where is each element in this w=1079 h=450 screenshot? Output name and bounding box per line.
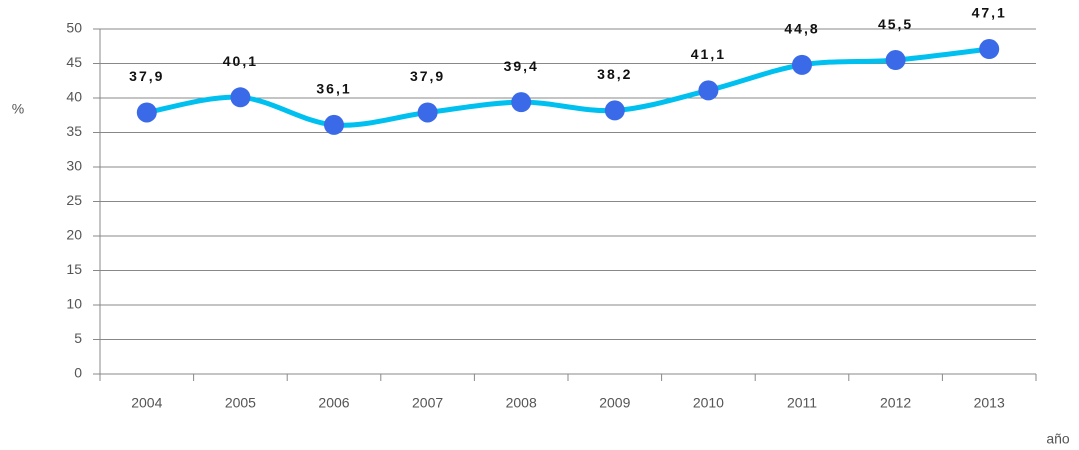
data-label: 38,2: [597, 66, 632, 82]
data-label: 44,8: [784, 21, 819, 37]
point: [511, 92, 532, 113]
series-line: [146, 46, 990, 128]
point: [979, 39, 1000, 60]
x-tick-label: 2011: [787, 395, 817, 411]
x-tick-label: 2009: [599, 395, 630, 411]
data-label: 37,9: [129, 68, 164, 84]
y-tick-label: 45: [66, 54, 82, 70]
y-tick-label: 40: [66, 89, 82, 105]
x-tick-label: 2006: [318, 395, 349, 411]
point: [698, 80, 719, 101]
x-tick-label: 2010: [693, 395, 724, 411]
x-tick-label: 2013: [974, 395, 1005, 411]
point: [324, 114, 344, 135]
point: [136, 102, 157, 123]
data-label: 36,1: [316, 81, 351, 97]
point: [792, 54, 812, 75]
x-tick-label: 2008: [506, 395, 537, 411]
data-label: 39,4: [504, 58, 539, 74]
data-label: 47,1: [972, 5, 1007, 21]
data-label: 37,9: [410, 68, 445, 84]
y-tick-label: 30: [66, 158, 82, 174]
data-label: 45,5: [878, 16, 913, 32]
y-axis-label: %: [12, 101, 24, 117]
point: [417, 102, 438, 123]
x-tick-label: 2007: [412, 395, 443, 411]
point: [885, 50, 906, 71]
y-tick-label: 35: [66, 123, 82, 139]
data-label: 41,1: [691, 46, 726, 62]
x-tick-label: 2012: [880, 395, 911, 411]
point: [230, 87, 251, 108]
x-axis-label: año: [1046, 431, 1070, 447]
x-tick-label: 2004: [131, 395, 162, 411]
data-label: 40,1: [223, 53, 258, 69]
point: [604, 100, 625, 121]
y-tick-label: 0: [74, 365, 82, 381]
y-tick-label: 20: [66, 227, 82, 243]
y-tick-label: 25: [66, 192, 82, 208]
y-tick-label: 50: [66, 20, 82, 36]
y-tick-label: 15: [66, 261, 82, 277]
y-tick-label: 10: [66, 296, 82, 312]
x-tick-label: 2005: [225, 395, 256, 411]
y-tick-label: 5: [74, 330, 82, 346]
